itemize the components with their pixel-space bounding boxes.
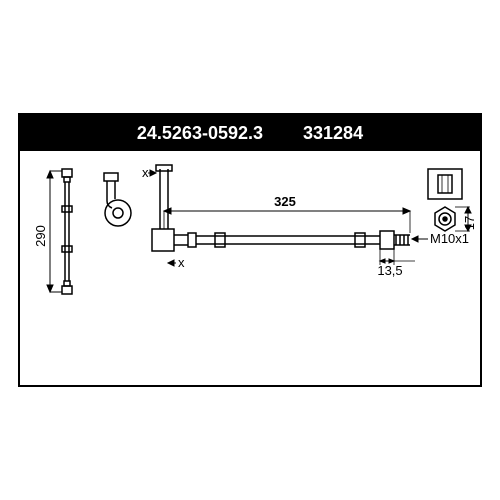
dim-17-label: 17 xyxy=(462,216,477,230)
thread-label: M10x1 xyxy=(430,231,469,246)
part-id: 331284 xyxy=(303,123,363,144)
dim-13-5-label: 13,5 xyxy=(377,263,402,278)
title-bar: 24.5263-0592.3 331284 xyxy=(20,115,480,151)
dim-290 xyxy=(47,171,62,292)
section-marker-bottom xyxy=(168,260,176,266)
dim-325 xyxy=(164,208,410,233)
end-view-square xyxy=(428,169,462,199)
technical-drawing: 290 xyxy=(20,151,480,385)
section-x-top: x xyxy=(142,165,149,180)
end-view-hex xyxy=(435,207,455,231)
section-x-bottom: x xyxy=(178,255,185,270)
thread-leader xyxy=(412,236,428,242)
part-number: 24.5263-0592.3 xyxy=(137,123,263,144)
banjo-fitting xyxy=(104,173,131,226)
dim-290-label: 290 xyxy=(33,225,48,247)
dim-325-label: 325 xyxy=(274,194,296,209)
main-hose xyxy=(196,231,410,249)
elbow-connector xyxy=(152,165,196,251)
left-hose-view xyxy=(62,169,72,294)
drawing-frame: 24.5263-0592.3 331284 xyxy=(18,113,482,387)
section-marker-top xyxy=(148,170,156,176)
